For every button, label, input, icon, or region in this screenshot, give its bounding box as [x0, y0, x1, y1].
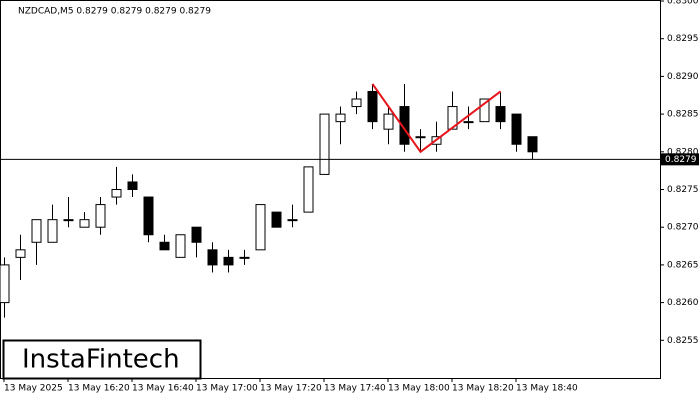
candle-body — [239, 256, 250, 259]
logo: InstaFintech — [22, 345, 180, 375]
candle-body — [287, 219, 298, 222]
x-tick-label: 13 May 18:40 — [516, 384, 578, 394]
y-tick-label: 0.8265 — [667, 260, 699, 270]
candle-body — [255, 204, 266, 251]
price-label-box — [661, 153, 699, 166]
pattern-line — [371, 83, 502, 154]
candle-body — [111, 189, 122, 198]
candle-body — [127, 181, 138, 191]
candle-body — [15, 249, 26, 258]
candle-body — [47, 219, 58, 243]
y-tick-label: 0.8270 — [667, 223, 699, 233]
x-tick-label: 13 May 16:20 — [68, 384, 130, 394]
y-tick-label: 0.8290 — [667, 72, 699, 82]
x-tick-label: 13 May 16:40 — [132, 384, 194, 394]
candle-body — [79, 219, 90, 228]
x-tick-label: 13 May 17:40 — [324, 384, 386, 394]
y-tick-label: 0.8275 — [667, 185, 699, 195]
candle-body — [463, 121, 474, 124]
candle-body — [399, 106, 410, 145]
candle-body — [31, 219, 42, 243]
candle-body — [159, 241, 170, 251]
candle-body — [495, 106, 506, 123]
y-tick-label: 0.8255 — [667, 336, 699, 346]
y-tick-label: 0.8280 — [667, 147, 699, 157]
candle-body — [383, 113, 394, 130]
logo-box — [2, 339, 202, 380]
candle-body — [303, 166, 314, 213]
candle-body — [223, 256, 234, 266]
candle-body — [63, 219, 74, 222]
x-tick-label: 13 May 17:20 — [260, 384, 322, 394]
candle-body — [191, 226, 202, 243]
candle-body — [511, 113, 522, 145]
candle-body — [447, 106, 458, 130]
y-tick-label: 0.8285 — [667, 110, 699, 120]
candle-body — [207, 249, 218, 266]
x-tick-label: 13 May 2025 — [4, 384, 63, 394]
y-tick-label: 0.8295 — [667, 34, 699, 44]
candle-body — [527, 136, 538, 153]
candle-body — [319, 113, 330, 175]
y-tick-label: 0.8300 — [667, 0, 699, 7]
candle-body — [351, 98, 362, 108]
x-tick-label: 13 May 18:00 — [388, 384, 450, 394]
candle-body — [479, 98, 490, 123]
x-tick-label: 13 May 18:20 — [452, 384, 514, 394]
candle-body — [415, 136, 426, 139]
candle-body — [367, 90, 378, 123]
price-label: 0.8279 — [665, 155, 697, 165]
candle-body — [335, 113, 346, 123]
x-tick-label: 13 May 17:00 — [196, 384, 258, 394]
candle-body — [175, 234, 186, 258]
candle-body — [271, 211, 282, 228]
y-tick-label: 0.8260 — [667, 298, 699, 308]
candle-body — [143, 196, 154, 236]
chart-title: NZDCAD,M5 0.8279 0.8279 0.8279 0.8279 — [18, 7, 211, 17]
candle-body — [0, 264, 10, 304]
plot-frame — [0, 0, 661, 379]
candle-body — [95, 204, 106, 228]
